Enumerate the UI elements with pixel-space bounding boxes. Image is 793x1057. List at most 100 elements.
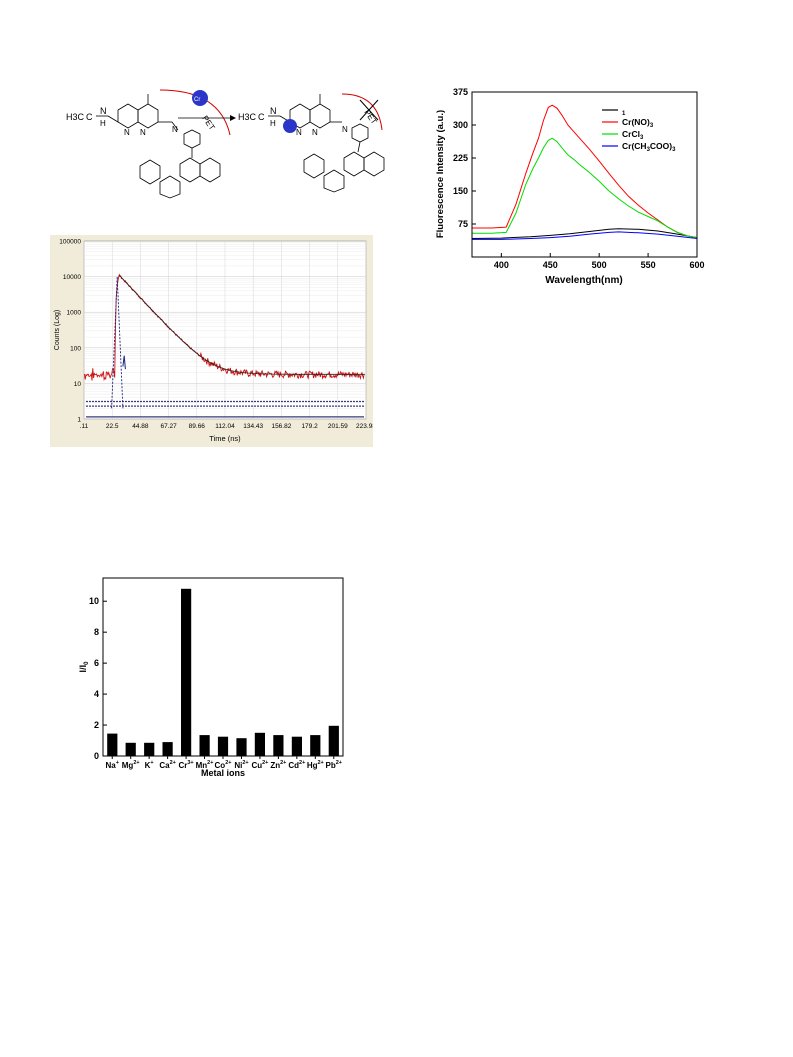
selectivity-bar	[144, 742, 155, 756]
fluorescence-x-tick-label: 400	[494, 260, 509, 270]
fluorescence-series-line	[472, 231, 698, 240]
decay-x-tick-label: 223.98	[356, 423, 373, 430]
selectivity-x-tick-label: Mn2+	[196, 760, 214, 770]
selectivity-y-tick-label: 0	[94, 751, 99, 761]
selectivity-bar	[199, 735, 210, 756]
fluorescence-x-tick-label: 500	[592, 260, 607, 270]
decay-chart-svg: 1 10 100 1000 10000 100000 .11 22.5 44.88 67.27 8…	[54, 239, 376, 444]
decay-irf-curve	[111, 276, 124, 409]
decay-x-tick-label: 67.27	[160, 423, 177, 430]
metal-sphere-icon	[192, 90, 208, 106]
selectivity-x-tick-label: Na+	[106, 760, 119, 770]
selectivity-bar	[162, 742, 173, 756]
pet-label-left: PET	[200, 114, 216, 132]
decay-fit-curve	[118, 274, 365, 375]
left-molecule	[96, 94, 221, 199]
selectivity-chart: 0 2 4 6 8 10 Na+ Mg2+ K+ Ca2+ Cr3+ Mn2+ Co2+ Ni2+ Cu2…	[78, 572, 358, 780]
fluorescence-series-line	[471, 228, 698, 239]
decay-x-tick-label: 44.88	[132, 423, 149, 430]
selectivity-bar	[107, 733, 118, 756]
decay-chart: 1 10 100 1000 10000 100000 .11 22.5 44.88 67.27 8…	[50, 235, 376, 447]
fluorescence-x-tick-label: 550	[641, 260, 656, 270]
selectivity-bar	[328, 725, 339, 756]
decay-x-tick-label: 134.43	[243, 423, 263, 430]
fluorescence-series-line	[472, 104, 698, 239]
scheme-label-n-right: N	[270, 106, 277, 116]
selectivity-y-tick-label: 6	[94, 658, 99, 668]
fluorescence-plot-frame	[471, 91, 698, 258]
selectivity-bar	[254, 732, 265, 756]
fluorescence-x-tick-label: 600	[689, 260, 704, 270]
decay-x-tick-label: 201.59	[328, 423, 348, 430]
selectivity-bar	[291, 736, 302, 756]
selectivity-x-tick-label: Cr3+	[178, 760, 193, 770]
selectivity-y-tick-label: 4	[94, 689, 99, 699]
fluorescence-x-tick-label: 450	[543, 260, 558, 270]
chemical-scheme: H3C C N H N N N PET Cr H3C C N	[60, 80, 390, 200]
scheme-label-n4-left: N	[172, 125, 178, 134]
selectivity-y-axis-label: I/I0	[78, 661, 90, 673]
pet-arrow-right	[341, 93, 383, 131]
scheme-label-n-left: N	[100, 106, 107, 116]
legend-label: Cr(CH3COO)3	[622, 141, 676, 153]
selectivity-bar	[125, 742, 136, 756]
fluorescence-series-line	[472, 137, 698, 239]
fluorescence-y-tick-label: 300	[453, 120, 468, 130]
decay-x-tick-label: 22.5	[106, 423, 119, 430]
selectivity-bar	[217, 736, 229, 756]
decay-x-tick-label: 156.82	[271, 423, 291, 430]
scheme-label-c-left: C	[86, 112, 93, 122]
decay-y-tick-label: 10000	[63, 274, 81, 281]
scheme-label-n3-left: N	[140, 128, 146, 137]
decay-x-tick-label: 89.66	[189, 423, 206, 430]
scheme-label-c-right: C	[258, 112, 265, 122]
selectivity-bar	[310, 735, 321, 756]
selectivity-plot-frame	[102, 577, 344, 757]
selectivity-x-tick-label: Mg2+	[122, 760, 140, 770]
selectivity-x-tick-label: Cu2+	[251, 760, 268, 770]
decay-y-tick-label: 1	[77, 417, 81, 424]
scheme-label-n3-right: N	[312, 128, 318, 137]
decay-x-tick-label: 112.04	[215, 423, 235, 430]
fluorescence-y-tick-label: 75	[458, 219, 468, 229]
scheme-label-h3c-right: H3C	[238, 112, 257, 122]
decay-x-tick-label: 179.2	[301, 423, 318, 430]
decay-y-axis-label: Counts (Log)	[54, 310, 61, 350]
metal-sphere-label: Cr	[194, 97, 200, 103]
legend-label: CrCl3	[622, 129, 644, 141]
bound-metal-sphere-icon	[283, 119, 297, 133]
fluorescence-y-tick-label: 150	[453, 186, 468, 196]
reaction-arrowhead	[230, 115, 236, 121]
scheme-svg: H3C C N H N N N PET Cr H3C C N	[66, 89, 385, 199]
selectivity-bar	[181, 588, 192, 756]
scheme-label-n2-left: N	[124, 128, 130, 137]
selectivity-chart-svg: 0 2 4 6 8 10 Na+ Mg2+ K+ Ca2+ Cr3+ Mn2+ Co2+ Ni2+ Cu2…	[78, 577, 344, 778]
fluorescence-y-axis-label: Fluorescence Intensity (a.u.)	[435, 110, 446, 238]
selectivity-x-tick-label: K+	[145, 760, 154, 770]
decay-y-tick-label: 100000	[59, 239, 81, 246]
right-molecule	[268, 94, 385, 193]
selectivity-bar	[236, 738, 247, 756]
fluorescence-y-tick-label: 375	[453, 87, 468, 97]
legend-label: 1	[622, 111, 626, 117]
decay-x-tick-label: .11	[80, 423, 89, 430]
legend-label: Cr(NO)3	[622, 117, 654, 129]
decay-y-tick-label: 1000	[67, 310, 82, 317]
selectivity-x-tick-label: Co2+	[215, 760, 232, 770]
decay-y-tick-label: 10	[74, 381, 82, 388]
selectivity-x-tick-label: Pb2+	[326, 760, 343, 770]
scheme-label-h-right: H	[270, 119, 276, 128]
selectivity-x-tick-label: Cd2+	[288, 760, 305, 770]
decay-y-tick-label: 100	[70, 345, 81, 352]
pet-blocked-cross-2	[359, 99, 379, 121]
selectivity-x-tick-label: Zn2+	[270, 760, 286, 770]
fluorescence-chart: 75 150 225 300 375 400 450 500 550 600 Wavelengt…	[430, 82, 720, 292]
selectivity-x-tick-label: Hg2+	[307, 760, 324, 770]
scheme-label-h3c-left: H3C	[66, 112, 85, 122]
fluorescence-y-tick-label: 225	[453, 153, 468, 163]
selectivity-x-axis-label: Metal ions	[201, 768, 245, 778]
fluorescence-x-axis-label: Wavelength(nm)	[545, 275, 622, 286]
selectivity-x-tick-label: Ni2+	[234, 760, 248, 770]
selectivity-x-tick-label: Ca2+	[159, 760, 176, 770]
